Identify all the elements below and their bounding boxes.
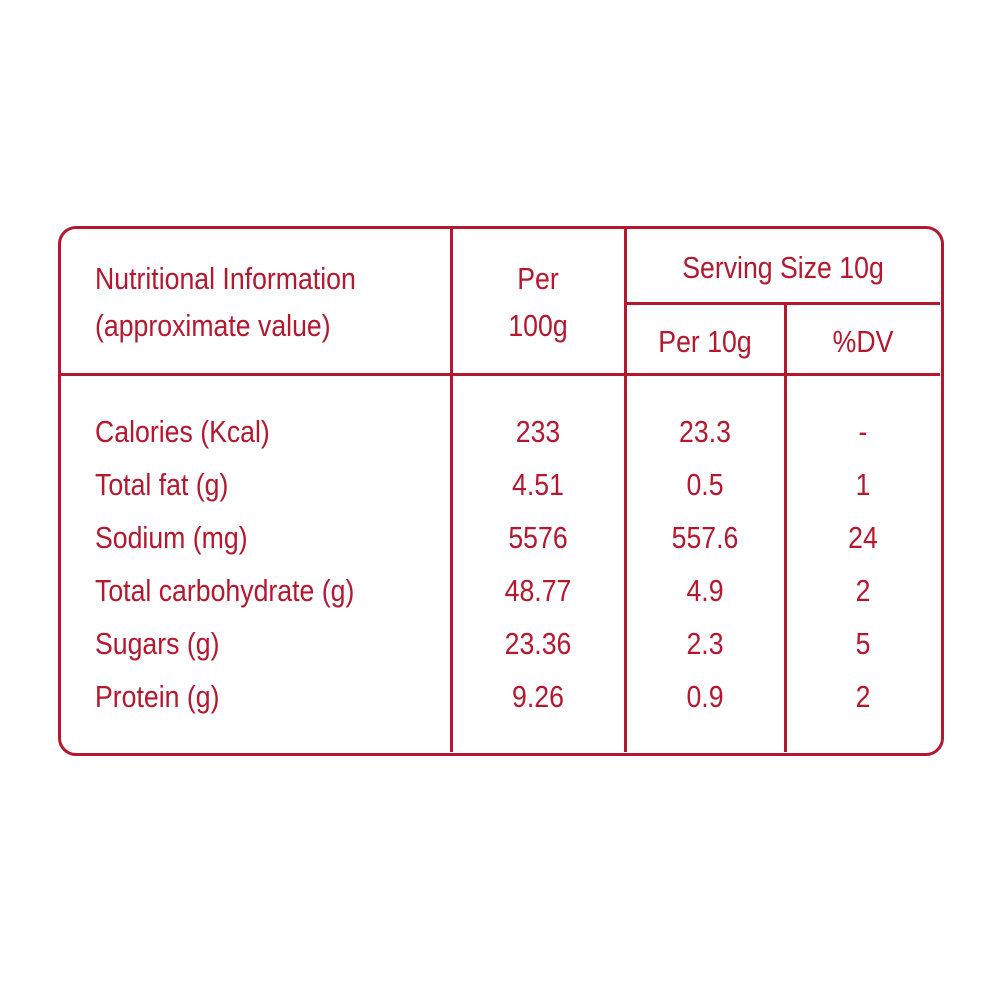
serving-size-divider [626, 302, 940, 305]
header-divider [60, 373, 940, 376]
row-per10-sugars: 2.3 [686, 626, 724, 661]
row-per100-sodium: 5576 [508, 520, 568, 555]
dv-header: %DV [832, 324, 894, 359]
row-per100-calories: 233 [515, 414, 561, 449]
row-per100-total-fat: 4.51 [512, 467, 564, 502]
row-per10-total-carbohydrate: 4.9 [686, 573, 724, 608]
column-divider-2 [624, 228, 627, 752]
row-label-sodium: Sodium (mg) [95, 520, 248, 555]
row-label-calories: Calories (Kcal) [95, 414, 270, 449]
row-dv-sodium: 24 [848, 520, 878, 555]
table-title-line1: Nutritional Information [95, 261, 356, 296]
row-per10-calories: 23.3 [679, 414, 731, 449]
column-divider-3 [784, 305, 787, 752]
row-dv-calories: - [858, 414, 868, 449]
row-per100-sugars: 23.36 [504, 626, 572, 661]
per-10g-header: Per 10g [658, 324, 752, 359]
row-dv-total-carbohydrate: 2 [855, 573, 871, 608]
table-title-line2: (approximate value) [95, 308, 331, 343]
row-dv-total-fat: 1 [855, 467, 871, 502]
row-label-sugars: Sugars (g) [95, 626, 220, 661]
column-divider-1 [450, 228, 453, 752]
row-label-total-carbohydrate: Total carbohydrate (g) [95, 573, 355, 608]
row-per10-total-fat: 0.5 [686, 467, 724, 502]
row-per10-protein: 0.9 [686, 679, 724, 714]
nutrition-table [58, 226, 944, 756]
row-dv-sugars: 5 [855, 626, 871, 661]
serving-size-header: Serving Size 10g [682, 250, 884, 285]
row-per100-total-carbohydrate: 48.77 [504, 573, 572, 608]
row-per10-sodium: 557.6 [671, 520, 739, 555]
per-100g-header-line2: 100g [508, 308, 568, 343]
row-label-total-fat: Total fat (g) [95, 467, 229, 502]
per-100g-header-line1: Per [517, 261, 559, 296]
row-label-protein: Protein (g) [95, 679, 220, 714]
row-dv-protein: 2 [855, 679, 871, 714]
row-per100-protein: 9.26 [512, 679, 564, 714]
